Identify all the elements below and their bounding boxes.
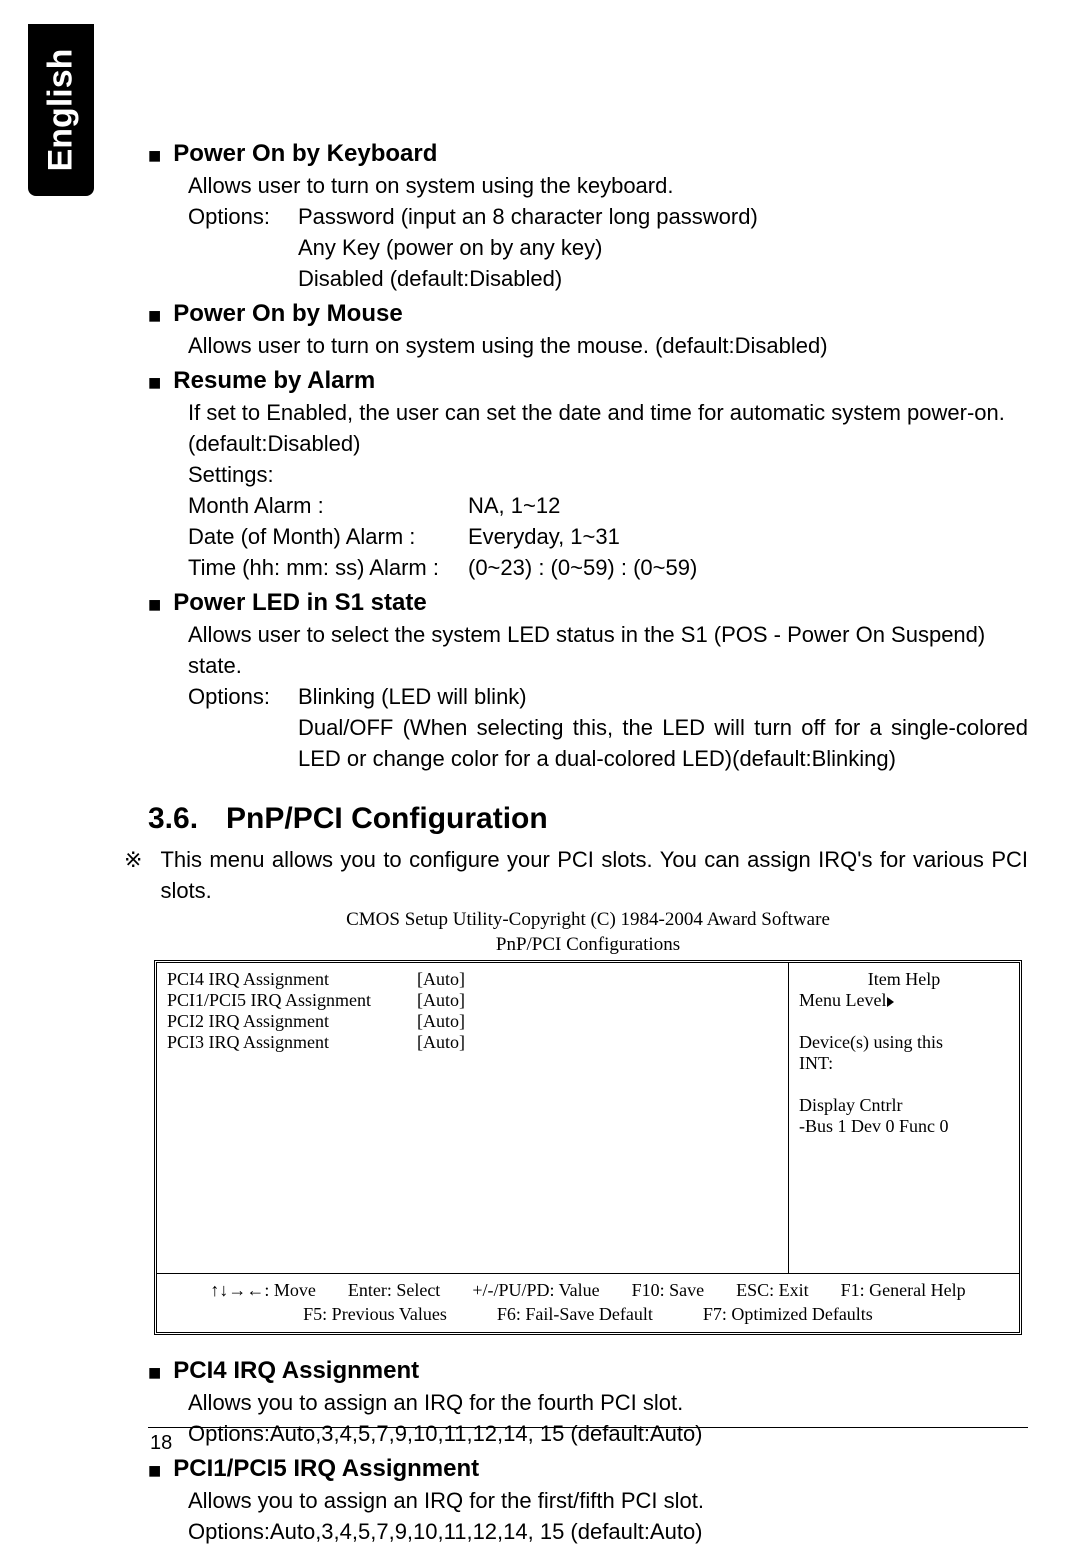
language-label: English (42, 49, 81, 172)
bullet-icon: ■ (148, 369, 161, 397)
item-line: Settings: (188, 459, 1028, 490)
item-title: Power On by Keyboard (173, 140, 437, 168)
bios-key: PCI1/PCI5 IRQ Assignment (167, 990, 417, 1011)
help-menu-level: Menu Level (799, 990, 1009, 1011)
bios-key: PCI4 IRQ Assignment (167, 969, 417, 990)
bios-row: PCI2 IRQ Assignment [Auto] (167, 1011, 778, 1032)
item-line: Allows user to turn on system using the … (188, 330, 1028, 361)
bios-value: [Auto] (417, 1011, 465, 1032)
options-label: Options: (188, 201, 298, 294)
section-number: 3.6. (148, 802, 198, 836)
bios-value: [Auto] (417, 990, 465, 1011)
footer-hint: F6: Fail-Save Default (497, 1302, 653, 1326)
menu-arrow-icon (887, 997, 894, 1007)
page-content: ■ Power On by Keyboard Allows user to tu… (148, 140, 1028, 1553)
help-line: INT: (799, 1053, 1009, 1074)
bios-row: PCI4 IRQ Assignment [Auto] (167, 969, 778, 990)
bullet-icon: ■ (148, 1359, 161, 1387)
footer-divider (148, 1427, 1028, 1428)
bullet-icon: ■ (148, 1457, 161, 1485)
bios-row: PCI3 IRQ Assignment [Auto] (167, 1032, 778, 1053)
item-title: PCI1/PCI5 IRQ Assignment (173, 1455, 479, 1483)
bios-help-panel: Item Help Menu Level Device(s) using thi… (789, 963, 1019, 1273)
footer-hint: F5: Previous Values (303, 1302, 447, 1326)
footer-hint: ↑↓→←: Move (210, 1278, 316, 1302)
section-note: ※ This menu allows you to configure your… (124, 844, 1028, 906)
setting-value: (0~23) : (0~59) : (0~59) (468, 552, 697, 583)
setting-label: Month Alarm : (188, 490, 468, 521)
help-title: Item Help (799, 969, 1009, 990)
section-header: 3.6. PnP/PCI Configuration (148, 802, 1028, 836)
bios-left-panel: PCI4 IRQ Assignment [Auto] PCI1/PCI5 IRQ… (157, 963, 789, 1273)
item-power-on-keyboard: ■ Power On by Keyboard Allows user to tu… (148, 140, 1028, 294)
item-resume-alarm: ■ Resume by Alarm If set to Enabled, the… (148, 367, 1028, 583)
footer-hint: ESC: Exit (736, 1278, 809, 1302)
page-number: 18 (148, 1432, 1028, 1455)
item-title: PCI4 IRQ Assignment (173, 1357, 419, 1385)
option-value: Password (input an 8 character long pass… (298, 201, 758, 232)
bios-footer: ↑↓→←: Move Enter: Select +/-/PU/PD: Valu… (157, 1273, 1019, 1332)
help-line: Display Cntrlr (799, 1095, 1009, 1116)
setting-value: Everyday, 1~31 (468, 521, 620, 552)
bios-value: [Auto] (417, 1032, 465, 1053)
bios-screen: PCI4 IRQ Assignment [Auto] PCI1/PCI5 IRQ… (154, 960, 1022, 1335)
option-value: Disabled (default:Disabled) (298, 263, 758, 294)
page-footer: 18 (148, 1427, 1028, 1455)
setting-label: Time (hh: mm: ss) Alarm : (188, 552, 468, 583)
help-line: Device(s) using this (799, 1032, 1009, 1053)
section-title: PnP/PCI Configuration (226, 802, 548, 836)
item-line: Allows user to turn on system using the … (188, 170, 1028, 201)
bios-caption-line1: CMOS Setup Utility-Copyright (C) 1984-20… (148, 908, 1028, 931)
options-label: Options: (188, 681, 298, 774)
bios-caption-line2: PnP/PCI Configurations (148, 933, 1028, 956)
bullet-icon: ■ (148, 142, 161, 170)
item-line: If set to Enabled, the user can set the … (188, 397, 1028, 459)
item-line: Allows you to assign an IRQ for the firs… (188, 1485, 1028, 1547)
item-pci1-5-irq: ■ PCI1/PCI5 IRQ Assignment Allows you to… (148, 1455, 1028, 1547)
item-title: Resume by Alarm (173, 367, 375, 395)
bullet-icon: ■ (148, 591, 161, 619)
bios-key: PCI3 IRQ Assignment (167, 1032, 417, 1053)
option-value: Any Key (power on by any key) (298, 232, 758, 263)
item-line: Allows user to select the system LED sta… (188, 619, 1028, 681)
item-title: Power On by Mouse (173, 300, 402, 328)
footer-hint: F7: Optimized Defaults (703, 1302, 873, 1326)
item-power-on-mouse: ■ Power On by Mouse Allows user to turn … (148, 300, 1028, 361)
note-icon: ※ (124, 844, 142, 906)
footer-hint: +/-/PU/PD: Value (472, 1278, 599, 1302)
item-power-led: ■ Power LED in S1 state Allows user to s… (148, 589, 1028, 774)
note-text: This menu allows you to configure your P… (160, 844, 1028, 906)
item-title: Power LED in S1 state (173, 589, 426, 617)
footer-hint: Enter: Select (348, 1278, 440, 1302)
bios-row: PCI1/PCI5 IRQ Assignment [Auto] (167, 990, 778, 1011)
bios-value: [Auto] (417, 969, 465, 990)
option-value: Blinking (LED will blink) (298, 681, 1028, 712)
help-line: -Bus 1 Dev 0 Func 0 (799, 1116, 1009, 1137)
option-value: Dual/OFF (When selecting this, the LED w… (298, 712, 1028, 774)
bios-key: PCI2 IRQ Assignment (167, 1011, 417, 1032)
setting-value: NA, 1~12 (468, 490, 560, 521)
setting-label: Date (of Month) Alarm : (188, 521, 468, 552)
bullet-icon: ■ (148, 302, 161, 330)
footer-hint: F10: Save (632, 1278, 705, 1302)
language-tab: English (28, 24, 94, 196)
footer-hint: F1: General Help (841, 1278, 966, 1302)
